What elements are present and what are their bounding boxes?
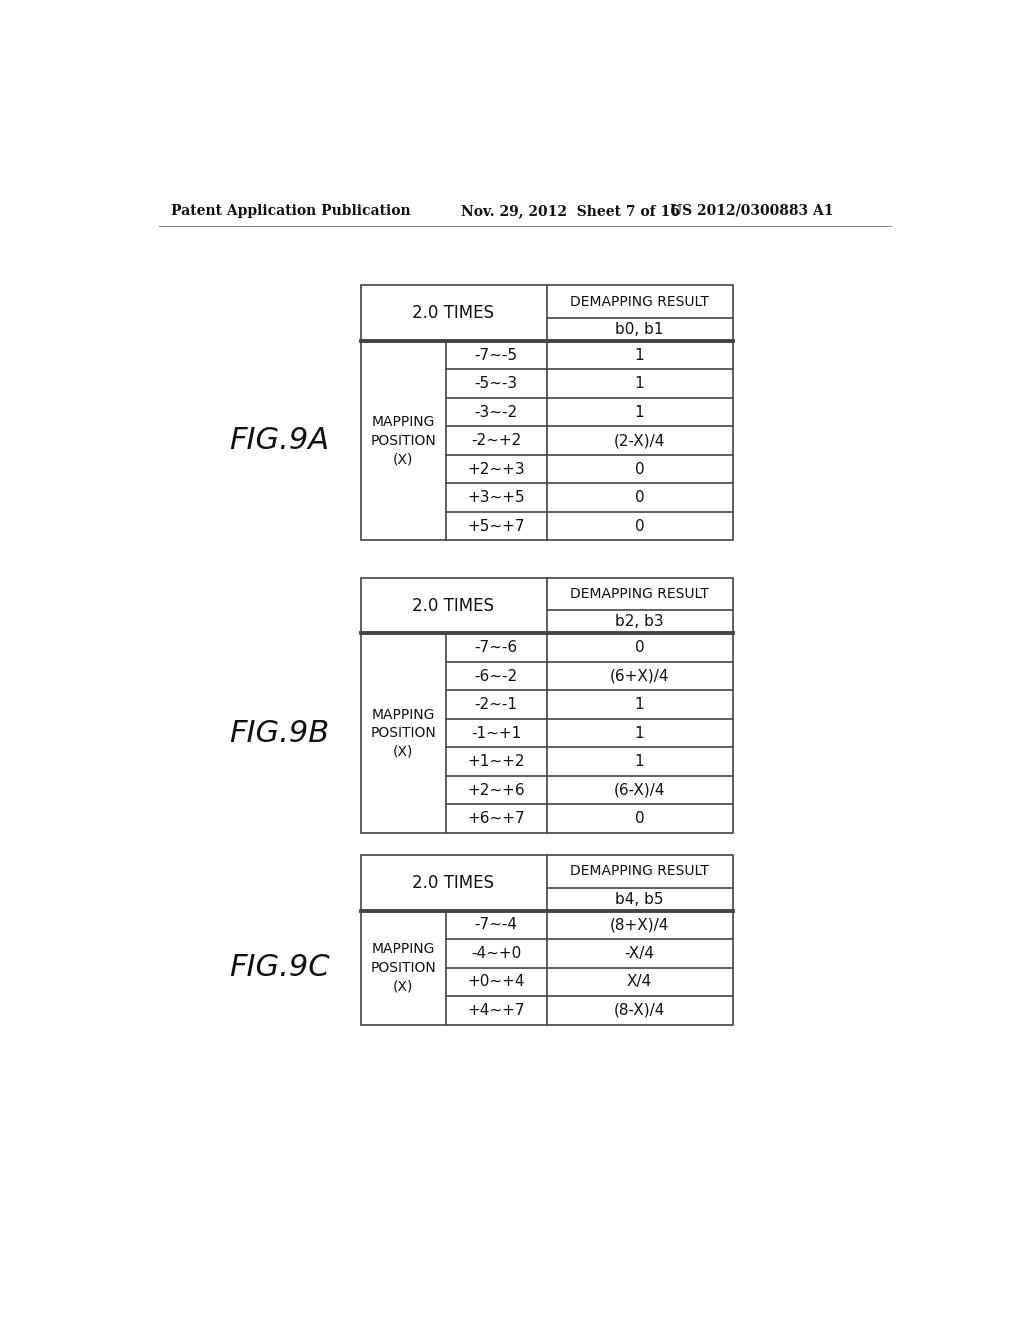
Text: Nov. 29, 2012  Sheet 7 of 16: Nov. 29, 2012 Sheet 7 of 16 [461, 203, 680, 218]
Text: Patent Application Publication: Patent Application Publication [171, 203, 411, 218]
Text: 0: 0 [635, 490, 644, 506]
Text: 1: 1 [635, 754, 644, 770]
Text: US 2012/0300883 A1: US 2012/0300883 A1 [671, 203, 834, 218]
Text: b4, b5: b4, b5 [615, 891, 664, 907]
Text: FIG.9B: FIG.9B [229, 718, 329, 747]
Text: FIG.9C: FIG.9C [229, 953, 330, 982]
Text: -7~-4: -7~-4 [475, 917, 517, 932]
Text: -1~+1: -1~+1 [471, 726, 521, 741]
Text: 0: 0 [635, 519, 644, 533]
Text: 2.0 TIMES: 2.0 TIMES [413, 874, 495, 892]
Text: -5~-3: -5~-3 [474, 376, 518, 391]
Text: (2-X)/4: (2-X)/4 [613, 433, 666, 447]
Text: MAPPING
POSITION
(X): MAPPING POSITION (X) [371, 708, 436, 759]
Text: +4~+7: +4~+7 [467, 1003, 525, 1018]
Text: 1: 1 [635, 697, 644, 713]
Text: (8-X)/4: (8-X)/4 [613, 1003, 666, 1018]
Text: -2~-1: -2~-1 [475, 697, 517, 713]
Text: b2, b3: b2, b3 [615, 614, 664, 630]
Text: MAPPING
POSITION
(X): MAPPING POSITION (X) [371, 416, 436, 466]
Text: +0~+4: +0~+4 [467, 974, 525, 990]
Text: 0: 0 [635, 462, 644, 477]
Bar [360, 855, 732, 1024]
Text: -7~-5: -7~-5 [475, 347, 517, 363]
Text: FIG.9A: FIG.9A [229, 426, 329, 455]
Text: (6+X)/4: (6+X)/4 [609, 669, 670, 684]
Text: +2~+3: +2~+3 [467, 462, 525, 477]
Bar [360, 285, 732, 540]
Text: +1~+2: +1~+2 [467, 754, 525, 770]
Text: +5~+7: +5~+7 [467, 519, 525, 533]
Text: 1: 1 [635, 726, 644, 741]
Text: DEMAPPING RESULT: DEMAPPING RESULT [570, 294, 709, 309]
Text: 0: 0 [635, 812, 644, 826]
Text: 0: 0 [635, 640, 644, 655]
Text: X/4: X/4 [627, 974, 652, 990]
Text: 1: 1 [635, 376, 644, 391]
Text: MAPPING
POSITION
(X): MAPPING POSITION (X) [371, 942, 436, 993]
Text: (6-X)/4: (6-X)/4 [613, 783, 666, 797]
Text: +6~+7: +6~+7 [467, 812, 525, 826]
Text: +3~+5: +3~+5 [467, 490, 525, 506]
Text: -2~+2: -2~+2 [471, 433, 521, 447]
Text: +2~+6: +2~+6 [467, 783, 525, 797]
Bar [360, 578, 732, 833]
Text: b0, b1: b0, b1 [615, 322, 664, 337]
Text: DEMAPPING RESULT: DEMAPPING RESULT [570, 587, 709, 601]
Text: (8+X)/4: (8+X)/4 [610, 917, 670, 932]
Text: 1: 1 [635, 405, 644, 420]
Text: -4~+0: -4~+0 [471, 946, 521, 961]
Text: DEMAPPING RESULT: DEMAPPING RESULT [570, 865, 709, 878]
Text: 1: 1 [635, 347, 644, 363]
Text: -7~-6: -7~-6 [474, 640, 518, 655]
Text: -X/4: -X/4 [625, 946, 654, 961]
Text: 2.0 TIMES: 2.0 TIMES [413, 304, 495, 322]
Text: -6~-2: -6~-2 [474, 669, 518, 684]
Text: -3~-2: -3~-2 [474, 405, 518, 420]
Text: 2.0 TIMES: 2.0 TIMES [413, 597, 495, 615]
